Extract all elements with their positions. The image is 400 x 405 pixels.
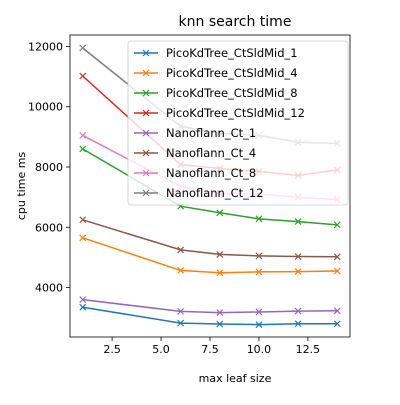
legend-box [127,40,349,206]
data-point-marker [255,321,263,329]
data-point-marker [294,307,302,315]
legend-marker-swatch [142,49,150,57]
legend-entry-label: PicoKdTree_CtSldMid_1 [166,46,298,60]
x-tick-label: 2.5 [103,343,121,356]
x-tick-label: 7.5 [201,343,219,356]
data-point-marker [255,308,263,316]
legend-marker-swatch [142,89,150,97]
data-point-marker [79,234,87,242]
series-line-1 [82,306,338,326]
legend-marker-swatch [142,149,150,157]
data-point-marker [177,307,185,315]
y-tick-label: 6000 [35,221,63,234]
legend-entry-label: PicoKdTree_CtSldMid_12 [166,106,305,120]
legend-marker-swatch [142,69,150,77]
data-point-marker [79,145,87,153]
data-point-marker [177,246,185,254]
legend-entry-label: PicoKdTree_CtSldMid_4 [166,66,298,80]
y-axis-label: cpu time ms [15,152,28,221]
series-line-5 [82,298,338,314]
legend-marker-swatch [142,129,150,137]
x-tick-label: 12.5 [296,343,321,356]
y-tick-label: 10000 [28,101,63,114]
data-point-marker [294,320,302,328]
x-tick-label: 10.0 [247,343,272,356]
data-point-marker [79,131,87,139]
data-point-marker [216,309,224,317]
legend-entry-label: Nanoflann_Ct_12 [166,186,264,200]
y-tick-label: 12000 [28,40,63,53]
data-point-marker [216,320,224,328]
data-point-marker [216,209,224,217]
data-point-marker [177,319,185,327]
chart-title: knn search time [179,14,292,30]
x-axis-label: max leaf size [199,372,272,385]
data-point-marker [79,44,87,52]
data-point-marker [294,218,302,225]
data-point-marker [255,215,263,223]
series-line-6 [82,219,338,258]
legend-marker-swatch [142,109,150,117]
legend-marker-swatch [142,189,150,197]
axes: 2.5 5.0 7.5 10.0 12.5 4000 6000 8000 10000 12000 [28,34,351,356]
data-point-marker [79,303,87,311]
series-line-2 [82,237,338,274]
data-point-marker [333,267,341,275]
data-point-marker [333,221,341,229]
data-point-marker [333,253,341,261]
data-point-marker [333,307,341,315]
data-point-marker [216,250,224,258]
x-tick-label: 5.0 [152,343,170,356]
data-point-marker [255,268,263,276]
data-point-marker [294,268,302,276]
data-point-marker [79,216,87,224]
y-tick-label: 4000 [35,282,63,295]
legend-marker-swatch [142,169,150,177]
data-point-marker [333,320,341,328]
legend-entry-label: Nanoflann_Ct_4 [166,146,256,160]
data-point-marker [294,253,302,260]
legend-entry-label: Nanoflann_Ct_1 [166,126,256,140]
data-point-marker [79,296,87,304]
legend: PicoKdTree_CtSldMid_1 PicoKdTree_CtSldMid… [127,40,349,206]
legend-entry-label: Nanoflann_Ct_8 [166,166,256,180]
data-point-marker [79,72,87,80]
data-point-marker [216,269,224,277]
y-tick-label: 8000 [35,161,63,174]
legend-entry-label: PicoKdTree_CtSldMid_8 [166,86,298,100]
data-point-marker [177,266,185,274]
data-point-marker [255,252,263,260]
